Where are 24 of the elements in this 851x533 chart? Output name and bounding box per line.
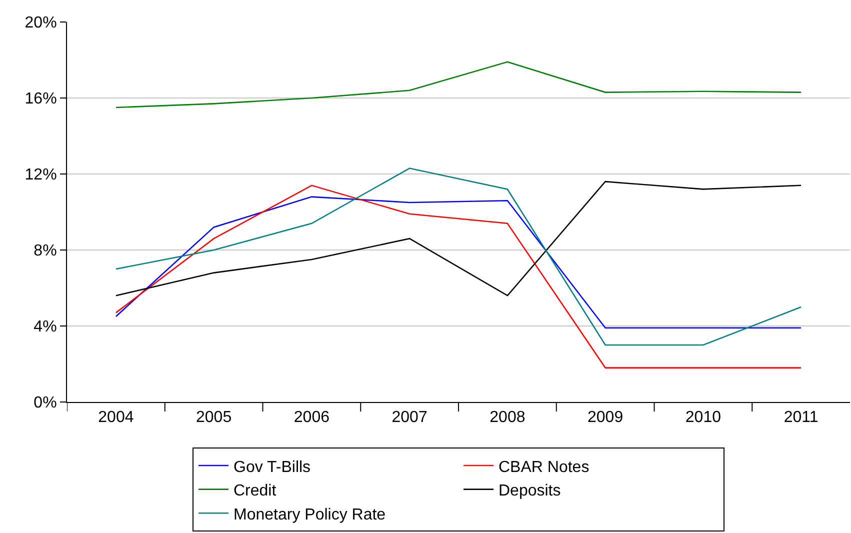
legend-label: Gov T-Bills <box>234 458 311 476</box>
legend-label: Monetary Policy Rate <box>234 506 386 524</box>
line-series <box>115 180 802 296</box>
y-tick-label: 4% <box>34 318 57 336</box>
y-tick-label: 16% <box>24 90 57 108</box>
x-tick-label: 2009 <box>588 409 624 426</box>
line-series <box>115 61 802 108</box>
x-tick-label: 2010 <box>685 409 722 426</box>
y-tick-label: 12% <box>24 166 57 184</box>
x-tick-label: 2008 <box>490 409 526 426</box>
line-series <box>115 196 802 329</box>
x-tick-label: 2007 <box>392 409 428 426</box>
line-series <box>115 168 802 346</box>
legend-label: Credit <box>234 482 277 500</box>
y-tick-label: 20% <box>24 14 57 32</box>
line-series <box>115 184 802 368</box>
y-tick-label: 8% <box>34 242 57 260</box>
x-tick-label: 2011 <box>784 409 818 426</box>
legend-label: CBAR Notes <box>498 458 590 476</box>
x-tick-label: 2004 <box>98 409 134 426</box>
y-tick-label: 0% <box>34 394 57 412</box>
x-tick-label: 2006 <box>294 409 330 426</box>
legend-label: Deposits <box>498 482 561 500</box>
x-tick-label: 2005 <box>196 409 232 426</box>
